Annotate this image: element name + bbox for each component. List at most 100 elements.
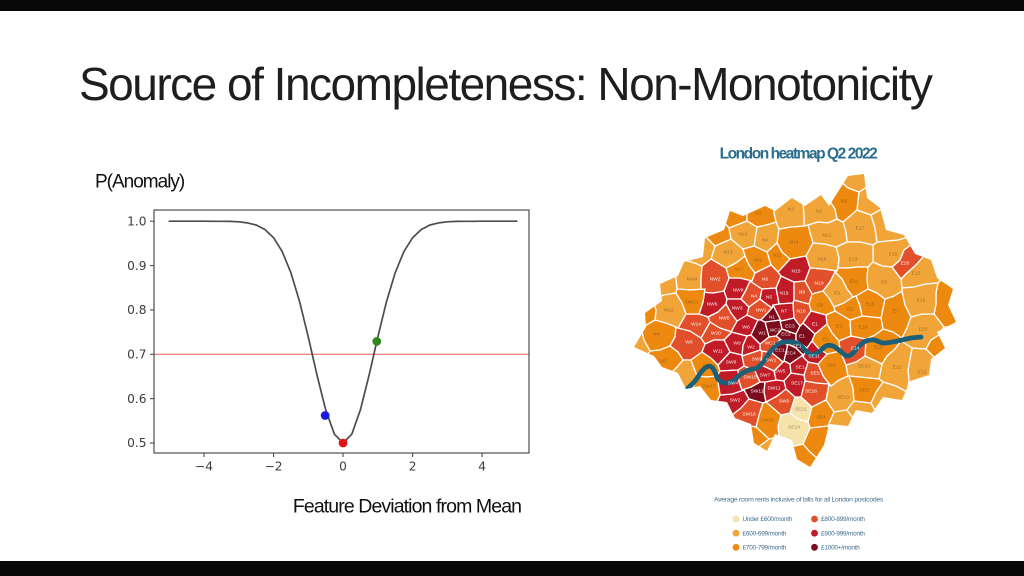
postcode-label: SE1: [792, 344, 802, 350]
postcode-label: E20: [919, 327, 928, 333]
postcode-label: N8: [799, 290, 806, 296]
postcode-label: SW4: [728, 381, 739, 387]
postcode-label: N2: [816, 209, 823, 215]
postcode-label: SW5: [775, 369, 786, 375]
legend-label: £600-699/month: [743, 530, 787, 537]
postcode-label: SW1: [766, 358, 777, 364]
postcode-label: W3: [659, 359, 667, 365]
blue-point: [320, 411, 330, 420]
y-tick-label: 0.6: [127, 392, 146, 406]
postcode-label: N16: [797, 309, 806, 315]
postcode-label: SW11: [751, 389, 764, 395]
postcode-label: SW11: [768, 386, 781, 392]
postcode-cell: [856, 174, 956, 216]
postcode-label: SE5: [810, 371, 820, 377]
slide-title: Source of Incompleteness: Non-Monotonici…: [79, 58, 933, 110]
postcode-label: SE14: [788, 425, 800, 431]
anomaly-probability-chart: P(Anomaly) 0.5 0.6 0.7 0.8 0.9 1.0 −4 −2 0 2 4 Featu…: [95, 172, 530, 518]
postcode-label: SE13: [837, 395, 849, 401]
postcode-label: W6: [685, 340, 693, 346]
postcode-cell: [802, 425, 867, 467]
postcode-label: SW9: [779, 399, 790, 405]
postcode-label: EC4: [786, 351, 796, 357]
postcode-cell: [802, 174, 838, 227]
y-tick-label: 0.9: [127, 259, 146, 273]
postcode-cell: [649, 424, 770, 467]
postcode-label: NW5: [719, 316, 730, 322]
green-point: [372, 337, 382, 346]
postcode-label: E5: [847, 307, 853, 313]
legend-label: £900-999/month: [821, 530, 865, 537]
postcode-label: N18: [818, 257, 827, 263]
postcode-cell: [707, 303, 738, 333]
postcode-label: E12: [918, 370, 927, 376]
postcode-label: W1: [758, 331, 766, 337]
postcode-label: WC2: [770, 328, 781, 334]
postcode-label: E13: [849, 257, 858, 263]
london-heatmap: London heatmap Q2 2022E20E18E12SW11SE21S…: [634, 146, 956, 552]
y-tick-label: 0.8: [127, 303, 146, 317]
postcode-cell: [933, 236, 956, 330]
postcode-label: W4: [652, 332, 660, 338]
y-tick-label: 0.7: [127, 348, 146, 362]
x-tick-label: 0: [339, 460, 347, 474]
postcode-label: N3: [755, 211, 762, 217]
postcode-label: EC1: [775, 348, 785, 354]
postcode-cell: [634, 359, 698, 467]
postcode-label: E10: [859, 325, 868, 331]
y-tick-label: 0.5: [127, 436, 146, 450]
postcode-cell: [833, 295, 863, 321]
postcode-label: NW4: [687, 277, 698, 283]
postcode-label: N4: [751, 294, 758, 300]
postcode-label: N10: [815, 281, 824, 287]
legend-swatch: [732, 543, 740, 551]
postcode-label: NW8: [733, 288, 744, 294]
red-point: [338, 438, 348, 448]
postcode-label: E16: [874, 345, 883, 351]
postcode-label: SE11: [808, 354, 820, 360]
postcode-cell: [783, 372, 806, 398]
postcode-label: W10: [711, 331, 721, 337]
postcode-label: SE17: [791, 381, 803, 387]
legend-swatch: [811, 515, 818, 523]
postcode-cell: [901, 282, 939, 318]
postcode-label: SE21: [795, 407, 807, 413]
postcode-label: N12: [823, 233, 832, 239]
postcode-cell: [746, 174, 777, 228]
postcode-label: E17: [856, 226, 865, 232]
postcode-label: N11: [773, 253, 782, 259]
postcode-label: E12: [893, 365, 902, 371]
y-tick-label: 1.0: [127, 214, 146, 228]
postcode-label: E8: [817, 303, 823, 309]
postcode-cell: [870, 174, 956, 243]
postcode-label: E14: [851, 346, 860, 352]
legend-label: Under £600/month: [743, 516, 793, 523]
postcode-cell: [700, 258, 730, 294]
postcode-label: EC3: [785, 324, 795, 330]
postcode-cell: [835, 241, 874, 269]
river-thames: [684, 334, 924, 392]
postcode-label: SE3: [859, 388, 869, 394]
postcode-label: W8: [742, 325, 750, 331]
postcode-label: SW18: [742, 412, 756, 418]
postcode-label: E2: [823, 337, 829, 343]
postcode-label: NW3: [732, 306, 743, 312]
postcode-label: SW6: [726, 360, 737, 366]
postcode-label: E20: [901, 261, 910, 267]
postcode-label: SW17: [702, 384, 716, 390]
postcode-cell: [807, 174, 908, 193]
postcode-label: NW1: [756, 308, 767, 314]
postcode-label: N21: [739, 232, 748, 238]
legend-swatch: [811, 529, 818, 537]
postcode-label: N5: [766, 295, 773, 301]
postcode-label: E1: [812, 322, 818, 328]
legend-label: £700-799/month: [743, 545, 787, 552]
postcode-cell: [846, 400, 911, 467]
postcode-label: SW3: [752, 357, 763, 363]
postcode-cell: [793, 280, 813, 305]
map-caption: Average room rents inclusive of bills fo…: [714, 497, 884, 504]
letterbox-top: [0, 0, 1024, 11]
postcode-cell: [634, 199, 678, 301]
postcode-cell: [925, 326, 956, 407]
